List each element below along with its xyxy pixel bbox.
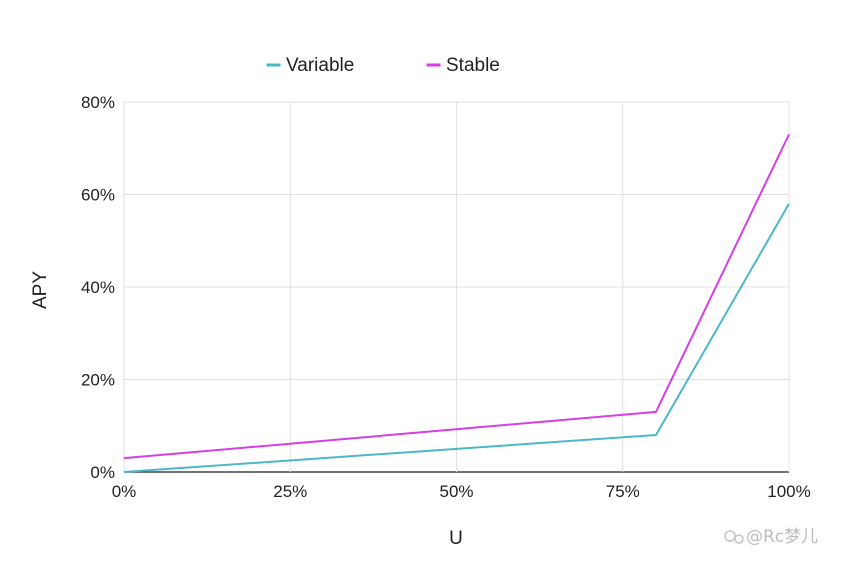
- y-tick-label: 20%: [81, 371, 115, 390]
- grid: [123, 101, 790, 473]
- watermark-text: @Rc梦儿: [746, 527, 818, 547]
- y-tick-label: 40%: [81, 278, 115, 297]
- watermark-icon-dot: [734, 534, 744, 544]
- x-axis-ticks: 0% 25% 50% 75% 100%: [112, 482, 811, 501]
- series-line-stable: [123, 133, 790, 460]
- y-axis-ticks: 0% 20% 40% 60% 80%: [81, 93, 115, 482]
- series-lines: [123, 133, 790, 473]
- x-axis-title: U: [449, 528, 463, 549]
- y-tick-label: 60%: [81, 186, 115, 205]
- y-tick-label: 80%: [81, 93, 115, 112]
- watermark: @Rc梦儿: [724, 527, 818, 547]
- x-tick-label: 100%: [767, 482, 810, 501]
- legend-label-stable: Stable: [446, 55, 500, 76]
- watermark-icon: [724, 530, 736, 542]
- legend: Variable Stable: [266, 55, 500, 76]
- legend-label-variable: Variable: [286, 55, 354, 76]
- x-tick-label: 25%: [273, 482, 307, 501]
- x-tick-label: 75%: [606, 482, 640, 501]
- x-tick-label: 0%: [112, 482, 137, 501]
- y-axis-title: APY: [30, 271, 51, 309]
- y-tick-label: 0%: [90, 463, 115, 482]
- x-tick-label: 50%: [439, 482, 473, 501]
- series-line-variable: [123, 203, 790, 473]
